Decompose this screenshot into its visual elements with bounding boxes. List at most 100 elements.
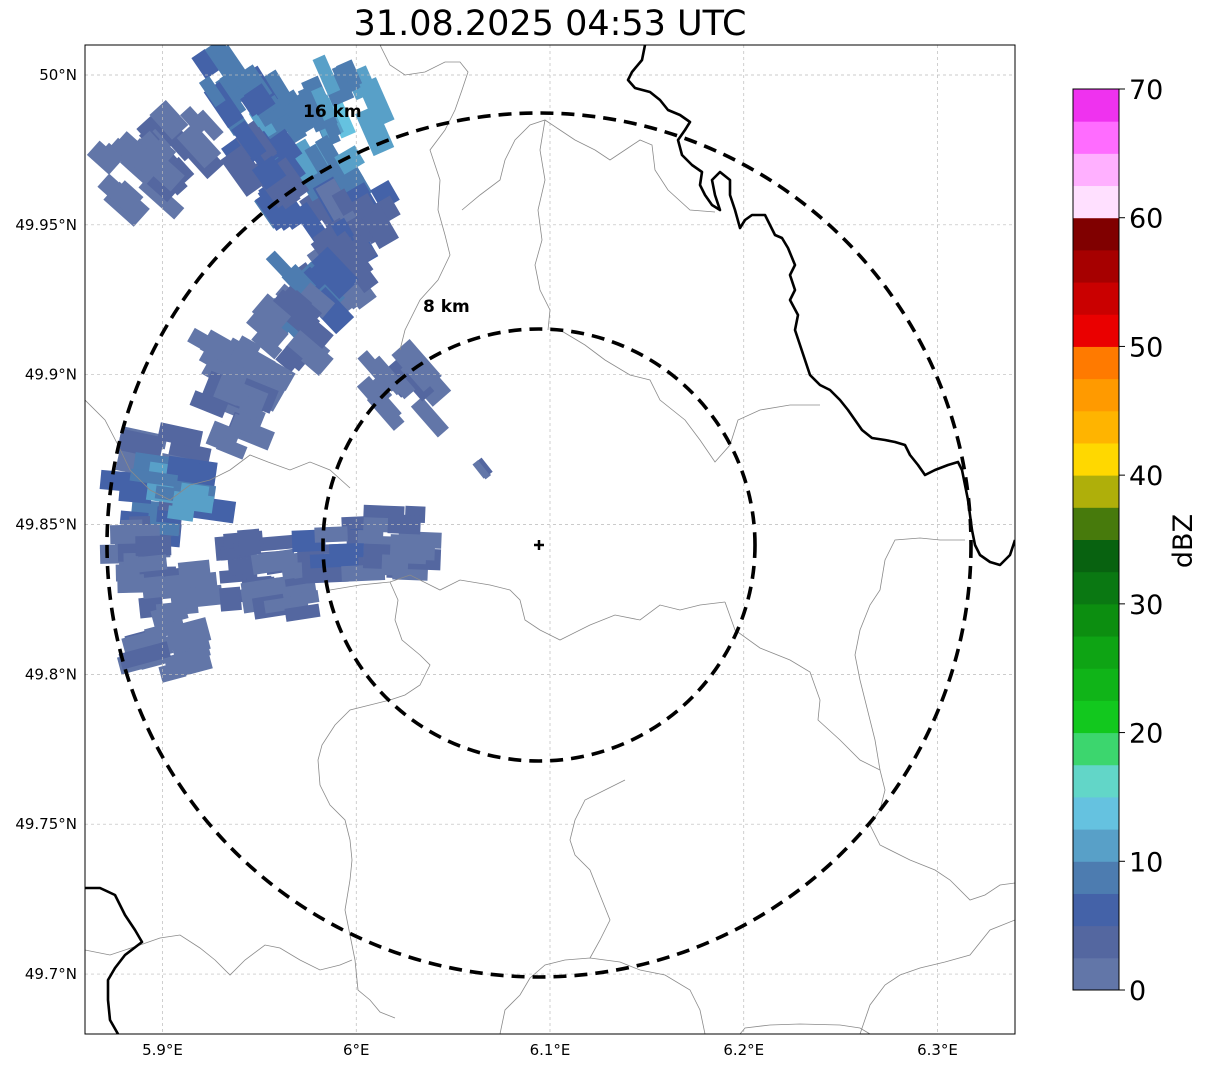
radar-echo-cell <box>369 355 407 396</box>
radar-echo-cell <box>410 396 449 438</box>
latitude-tick-label: 49.95°N <box>15 216 77 234</box>
radar-echo-cell <box>198 75 226 108</box>
latitude-tick-label: 49.7°N <box>25 965 77 983</box>
colorbar-bin <box>1073 475 1119 508</box>
map-title: 31.08.2025 04:53 UTC <box>353 4 747 44</box>
radar-echo-cell <box>272 289 321 333</box>
radar-echo-cell <box>341 564 386 582</box>
radar-echo-cell <box>357 530 384 545</box>
colorbar: 0 10 20 30 40 50 60 70 dBZ <box>1072 75 1199 1007</box>
colorbar-bin <box>1073 539 1119 573</box>
colorbar-bins <box>1073 89 1119 991</box>
radar-echo-cell <box>324 93 356 139</box>
admin-boundary-line <box>461 119 716 213</box>
radar-echo-cell <box>476 457 493 477</box>
admin-boundary-line <box>854 537 965 771</box>
radar-echo-cell <box>240 577 281 596</box>
range-ring-8km-label: 8 km <box>423 297 470 317</box>
colorbar-bin <box>1073 121 1119 154</box>
radar-echo-cell <box>199 329 233 362</box>
radar-site-marker <box>534 540 544 550</box>
colorbar-bin <box>1073 764 1119 798</box>
longitude-tick-label: 6.3°E <box>917 1041 958 1059</box>
radar-echo-cell <box>180 105 209 136</box>
radar-echo-cell <box>297 282 336 319</box>
radar-echo-layer <box>86 45 493 683</box>
range-ring-16km <box>105 111 973 979</box>
colorbar-bin <box>1073 957 1119 991</box>
colorbar-bin <box>1073 796 1119 830</box>
admin-boundary-line <box>739 1023 871 1034</box>
latitude-tick-label: 49.9°N <box>25 366 77 384</box>
colorbar-bin <box>1073 217 1119 251</box>
longitude-tick-label: 6.1°E <box>530 1041 571 1059</box>
radar-echo-cell <box>263 594 309 614</box>
latitude-tick-label: 49.8°N <box>25 665 77 683</box>
radar-echo-cell <box>86 140 122 175</box>
admin-boundary-line <box>85 399 351 501</box>
radar-echo-cell <box>297 81 338 133</box>
latitude-tick-label: 50°N <box>39 66 77 84</box>
colorbar-bin <box>1073 153 1119 187</box>
colorbar-bin <box>1073 507 1119 540</box>
colorbar-bin <box>1073 829 1119 862</box>
radar-echo-cell <box>251 155 287 190</box>
radar-echo-cell <box>215 436 248 460</box>
colorbar-bin <box>1073 636 1119 669</box>
colorbar-bin <box>1073 378 1119 412</box>
national-borders <box>85 45 1015 1034</box>
radar-echo-cell <box>118 641 171 670</box>
radar-echo-cell <box>251 330 283 360</box>
radar-echo-cell <box>193 109 224 142</box>
radar-echo-cell <box>314 526 348 543</box>
radar-echo-cell <box>150 138 177 164</box>
radar-echo-cell <box>334 145 365 175</box>
longitude-tick-label: 6.2°E <box>723 1041 764 1059</box>
radar-echo-cell <box>281 114 308 144</box>
admin-boundary-line <box>859 919 1015 1034</box>
radar-echo-cell <box>220 145 268 197</box>
colorbar-tick-label: 40 <box>1129 461 1163 492</box>
radar-echo-cell <box>216 45 247 80</box>
radar-echo-cell <box>357 77 395 128</box>
admin-boundary-line <box>559 329 820 463</box>
radar-echo-cell <box>231 120 267 161</box>
radar-echo-cell <box>135 144 185 192</box>
radar-echo-cell <box>243 83 276 116</box>
colorbar-bin <box>1073 185 1119 219</box>
colorbar-bin <box>1073 282 1119 315</box>
radar-echo-cell <box>191 48 220 80</box>
radar-echo-cell <box>246 308 289 349</box>
colorbar-bin <box>1073 571 1119 605</box>
gridlines <box>85 45 1015 1034</box>
radar-echo-cell <box>328 542 373 559</box>
radar-echo-cell <box>331 61 361 95</box>
radar-echo-cell <box>176 122 222 169</box>
colorbar-tick-label: 60 <box>1129 204 1163 235</box>
radar-echo-cell <box>237 528 262 556</box>
radar-echo-cell <box>366 390 405 431</box>
radar-echo-cell <box>338 247 379 294</box>
radar-echo-cell <box>118 484 153 504</box>
admin-boundary-line <box>329 574 726 641</box>
colorbar-bin <box>1073 861 1119 894</box>
colorbar-tick-label: 20 <box>1129 719 1163 750</box>
radar-echo-cell <box>186 643 211 661</box>
colorbar-frame <box>1072 88 1120 991</box>
admin-boundary-line <box>317 581 431 1019</box>
map-frame <box>84 44 1016 1035</box>
latitude-tick-label: 49.75°N <box>15 815 77 833</box>
radar-echo-cell <box>361 207 399 250</box>
radar-echo-cell <box>171 584 224 610</box>
radar-echo-cell <box>283 98 315 136</box>
radar-echo-cell <box>346 233 378 266</box>
national-border-line <box>626 45 1015 567</box>
admin-boundary-line <box>569 779 626 959</box>
colorbar-bin <box>1073 893 1119 927</box>
radar-echo-cell <box>256 534 300 552</box>
radar-echo-cell <box>285 329 334 377</box>
latitude-tick-label: 49.85°N <box>15 516 77 534</box>
radar-echo-cell <box>149 100 189 140</box>
radar-echo-cell <box>146 172 178 203</box>
